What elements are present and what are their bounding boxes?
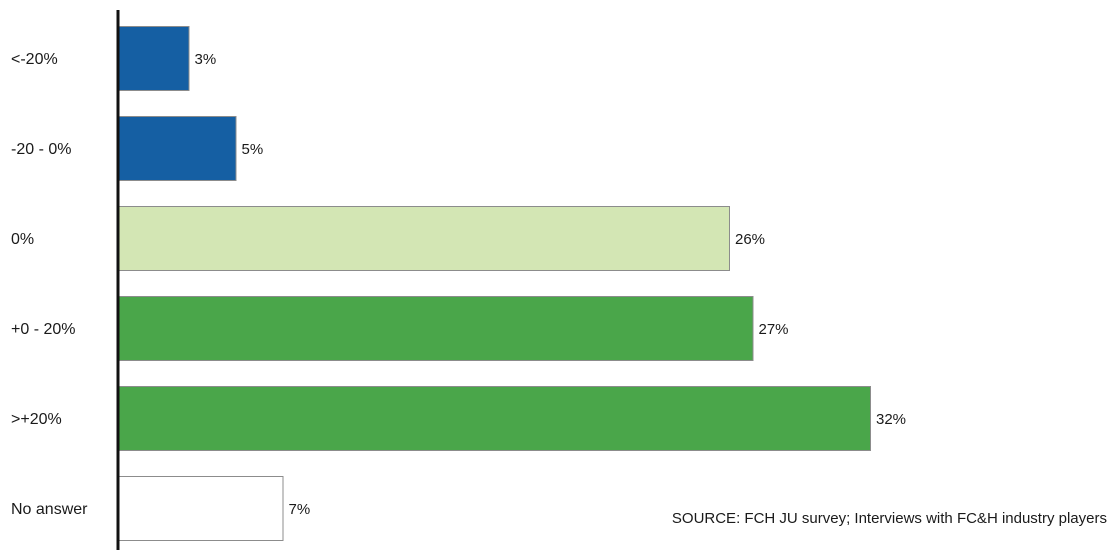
value-label: 26% <box>735 231 765 248</box>
bar <box>119 297 754 361</box>
bar <box>119 477 284 541</box>
category-label: -20 - 0% <box>11 141 71 158</box>
bar <box>119 207 730 271</box>
value-label: 27% <box>759 321 789 338</box>
bar <box>119 387 871 451</box>
value-label: 5% <box>242 141 264 158</box>
value-label: 7% <box>289 501 311 518</box>
bar <box>119 117 237 181</box>
category-label: >+20% <box>11 411 62 428</box>
category-label: <-20% <box>11 51 58 68</box>
category-label: +0 - 20% <box>11 321 75 338</box>
category-label: No answer <box>11 501 88 518</box>
bar <box>119 27 190 91</box>
value-label: 3% <box>195 51 217 68</box>
source-note: SOURCE: FCH JU survey; Interviews with F… <box>672 510 1107 527</box>
category-label: 0% <box>11 231 34 248</box>
value-label: 32% <box>876 411 906 428</box>
